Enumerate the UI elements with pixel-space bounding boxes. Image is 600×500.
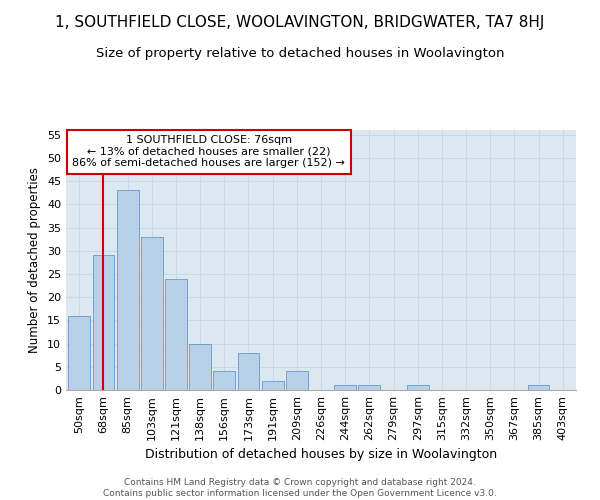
Bar [334, 386, 356, 390]
Text: 1, SOUTHFIELD CLOSE, WOOLAVINGTON, BRIDGWATER, TA7 8HJ: 1, SOUTHFIELD CLOSE, WOOLAVINGTON, BRIDG… [55, 15, 545, 30]
Bar [117, 190, 139, 390]
Bar [407, 386, 428, 390]
Bar [92, 256, 115, 390]
Y-axis label: Number of detached properties: Number of detached properties [28, 167, 41, 353]
Bar [214, 372, 235, 390]
Bar [141, 237, 163, 390]
Bar [358, 386, 380, 390]
Text: Contains HM Land Registry data © Crown copyright and database right 2024.
Contai: Contains HM Land Registry data © Crown c… [103, 478, 497, 498]
Bar [189, 344, 211, 390]
Text: 1 SOUTHFIELD CLOSE: 76sqm
← 13% of detached houses are smaller (22)
86% of semi-: 1 SOUTHFIELD CLOSE: 76sqm ← 13% of detac… [73, 135, 345, 168]
Bar [527, 386, 550, 390]
Bar [165, 278, 187, 390]
Bar [68, 316, 90, 390]
Bar [262, 380, 284, 390]
Bar [238, 353, 259, 390]
Text: Size of property relative to detached houses in Woolavington: Size of property relative to detached ho… [96, 48, 504, 60]
Bar [286, 372, 308, 390]
X-axis label: Distribution of detached houses by size in Woolavington: Distribution of detached houses by size … [145, 448, 497, 462]
